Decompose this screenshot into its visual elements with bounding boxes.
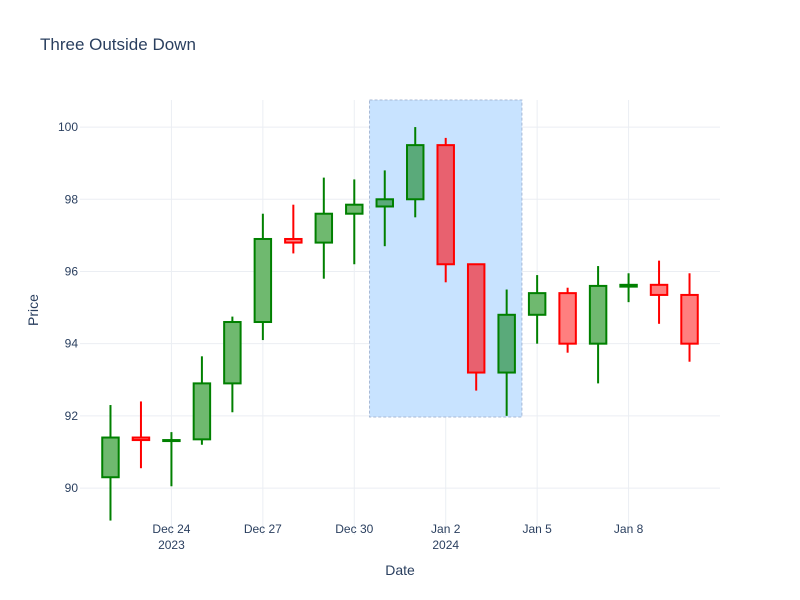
candle	[375, 170, 394, 247]
x-tick-year-label: 2024	[432, 538, 459, 552]
candle	[131, 401, 151, 469]
y-tick-label: 100	[58, 120, 78, 134]
candle	[619, 273, 638, 303]
y-tick-label: 90	[65, 481, 79, 495]
candle-body	[406, 144, 425, 201]
y-tick-label: 98	[65, 192, 79, 206]
candle	[649, 260, 669, 324]
candle	[345, 179, 364, 265]
candle-body	[649, 283, 669, 296]
candle	[436, 137, 455, 283]
candle-body	[375, 198, 394, 208]
candle	[101, 405, 120, 521]
candle-body	[527, 292, 547, 316]
candle	[527, 275, 547, 344]
candle	[558, 287, 577, 353]
candle-body	[101, 436, 120, 479]
chart-title: Three Outside Down	[40, 35, 196, 54]
x-axis-ticks: Dec 24 2023 Dec 27 Dec 30 Jan 2 2024 Jan 5 Jan …	[152, 522, 643, 552]
x-tick-year-label: 2023	[158, 538, 185, 552]
candle-body	[162, 439, 181, 443]
x-tick-label: Jan 5	[522, 522, 552, 536]
x-tick-label: Jan 8	[614, 522, 644, 536]
y-tick-label: 94	[65, 337, 79, 351]
candle-body	[223, 321, 242, 385]
candle-body	[436, 144, 455, 266]
x-tick-label: Dec 24	[152, 522, 190, 536]
candle	[466, 263, 486, 391]
candle-body	[558, 292, 577, 345]
y-axis-label: Price	[25, 294, 41, 326]
candle-body	[345, 203, 364, 215]
y-tick-label: 92	[65, 409, 79, 423]
candle	[406, 127, 425, 218]
candle	[284, 204, 303, 254]
x-tick-label: Dec 30	[335, 522, 373, 536]
x-tick-label: Dec 27	[244, 522, 282, 536]
candle-body	[497, 313, 516, 374]
candle-body	[131, 436, 151, 442]
candle-body	[680, 293, 699, 345]
x-tick-label: Jan 2	[431, 522, 461, 536]
candle	[192, 356, 212, 445]
candle	[588, 266, 608, 384]
candle-body	[192, 382, 212, 441]
candle	[680, 273, 699, 362]
candle-body	[588, 284, 608, 345]
candle-body	[619, 283, 638, 288]
candle	[253, 213, 273, 341]
candle	[497, 289, 516, 416]
candle-body	[466, 263, 486, 374]
candles	[101, 127, 699, 521]
candle-body	[314, 212, 334, 244]
candle-body	[253, 237, 273, 324]
candle	[223, 316, 242, 413]
x-axis-label: Date	[385, 562, 415, 578]
candle-body	[284, 237, 303, 244]
y-tick-label: 96	[65, 264, 79, 278]
candle	[314, 177, 334, 279]
candle	[162, 432, 181, 487]
y-axis-ticks: 90 92 94 96 98 100	[58, 120, 78, 495]
